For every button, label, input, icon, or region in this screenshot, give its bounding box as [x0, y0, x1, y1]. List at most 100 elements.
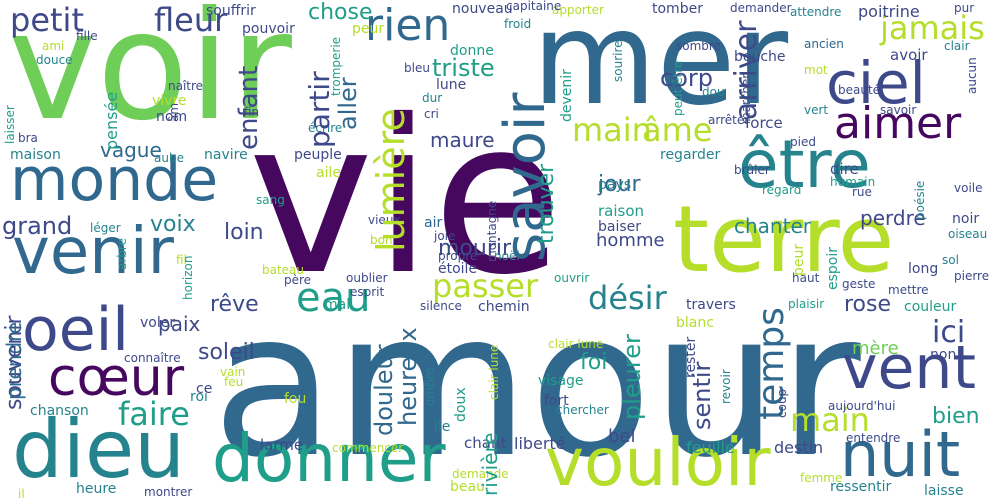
word-sang: sang	[256, 193, 285, 207]
word-eau: eau	[296, 275, 371, 321]
word-jour: jour	[598, 172, 641, 197]
word-joie: joie	[434, 229, 456, 243]
word-oublier: oublier	[346, 271, 388, 285]
word-maure: maure	[430, 128, 495, 152]
word-pur: pur	[954, 1, 975, 15]
word-donne: donne	[450, 43, 494, 59]
word-ame: âme	[642, 111, 713, 149]
word-montagne: montagne	[485, 200, 499, 262]
word-terre: terre	[673, 186, 895, 293]
word-ancien: ancien	[804, 37, 844, 51]
word-paix: paix	[158, 312, 201, 336]
word-dieu: dieu	[12, 403, 185, 496]
word-feuille: feuille	[686, 438, 735, 457]
word-demander: demander	[730, 1, 792, 15]
word-prendre: prendre	[2, 321, 26, 400]
word-bleu: bleu	[404, 61, 430, 75]
word-pere: père	[284, 273, 312, 287]
word-vain: vain	[220, 365, 246, 379]
word-bien: bien	[932, 404, 980, 429]
word-trouver: trouver	[534, 163, 559, 244]
word-dou: dou	[702, 85, 725, 99]
word-foi: foi	[580, 350, 608, 375]
word-voler: mal	[324, 297, 351, 313]
word-venir: venir	[12, 215, 174, 289]
word-aube: aube	[154, 151, 184, 165]
word-ombre: ombre	[423, 367, 437, 406]
word-lumiere: lumière	[369, 108, 413, 252]
word-clair-lune: clair lune	[487, 344, 501, 400]
word-beau: beau	[450, 479, 485, 495]
word-voix: voix	[150, 212, 196, 237]
word-laisse: laisse	[924, 483, 964, 499]
word-tomber: tomber	[652, 1, 703, 17]
word-pleurer: pleurer	[618, 334, 646, 420]
word-pays: pays	[598, 177, 632, 193]
word-pierre: pierre	[954, 269, 990, 283]
word-silence: silence	[420, 299, 462, 313]
word-attendre: attendre	[790, 5, 842, 19]
word-beaute: beauté	[838, 83, 881, 97]
word-homme: homme	[596, 230, 665, 251]
word-fin: fin	[244, 105, 260, 119]
word-visage: visage	[538, 373, 584, 389]
word-esprit: esprit	[350, 285, 385, 299]
word-coup: chercher	[556, 403, 609, 417]
word-vouloir: vouloir	[545, 424, 771, 500]
word-enfant: enfant	[234, 65, 264, 150]
word-fort: fort	[544, 393, 569, 409]
word-fou: fou	[284, 391, 307, 407]
word-geste: geste	[842, 277, 876, 291]
word-humain: humain	[830, 175, 876, 189]
word-pouvoir: pouvoir	[242, 21, 295, 37]
word-bra: bra	[18, 131, 38, 145]
word-froid: froid	[504, 17, 532, 31]
word-ile: voler	[140, 315, 176, 331]
word-destin: destin	[774, 438, 824, 457]
word-oiseau: oiseau	[948, 227, 988, 241]
word-sol: sol	[942, 253, 959, 267]
word-peuple: peuple	[294, 147, 342, 163]
word-noir: noir	[952, 211, 980, 227]
word-bateau: bateau	[262, 263, 305, 277]
word-rose: rose	[844, 292, 892, 317]
word-ce: île	[434, 419, 451, 435]
word-entendre: aujourd'hui	[828, 399, 896, 413]
word-ciel: ciel	[826, 49, 926, 117]
word-mer: mer	[532, 0, 789, 134]
word-chant: chant	[464, 434, 507, 452]
word-ami: ami	[42, 39, 65, 53]
word-etre: être	[738, 126, 871, 203]
word-heureux: heureux	[394, 327, 422, 426]
word-douce: douce	[36, 53, 73, 67]
word-force: force	[745, 114, 783, 132]
word-revoir: rester	[683, 336, 699, 378]
word-non: non	[930, 347, 957, 363]
word-avoir: avoir	[890, 46, 928, 64]
word-grand: grand	[2, 212, 73, 240]
word-main: main	[790, 401, 870, 439]
word-baiser: baiser	[598, 219, 642, 235]
word-arreter: arrêter	[708, 113, 750, 127]
word-dormir: âm	[167, 102, 181, 122]
word-chemin: chemin	[478, 299, 530, 315]
word-ressentir: ressentir	[830, 479, 892, 495]
word-leger: léger	[90, 221, 121, 235]
word-mourir: mourir	[438, 236, 512, 261]
word-aimer: aimer	[834, 98, 962, 149]
word-mal: espoir	[825, 246, 841, 290]
word-desir: désir	[588, 279, 667, 317]
word-devenir: devenir	[559, 69, 575, 122]
word-apporter: apporter	[552, 3, 604, 17]
word-poesie: poésie	[913, 180, 927, 220]
word-mort: main	[572, 111, 652, 149]
word-vieux: vieux	[368, 213, 401, 227]
word-ecrire: écrire	[308, 121, 343, 135]
word-poitrine: poitrine	[858, 2, 920, 21]
word-savoir-small: savoir	[880, 103, 917, 117]
word-marcher: marcher	[739, 73, 753, 124]
word-regarder: regarder	[660, 147, 721, 163]
word-loin: loin	[224, 220, 264, 245]
word-oeil: oeil	[22, 295, 129, 365]
